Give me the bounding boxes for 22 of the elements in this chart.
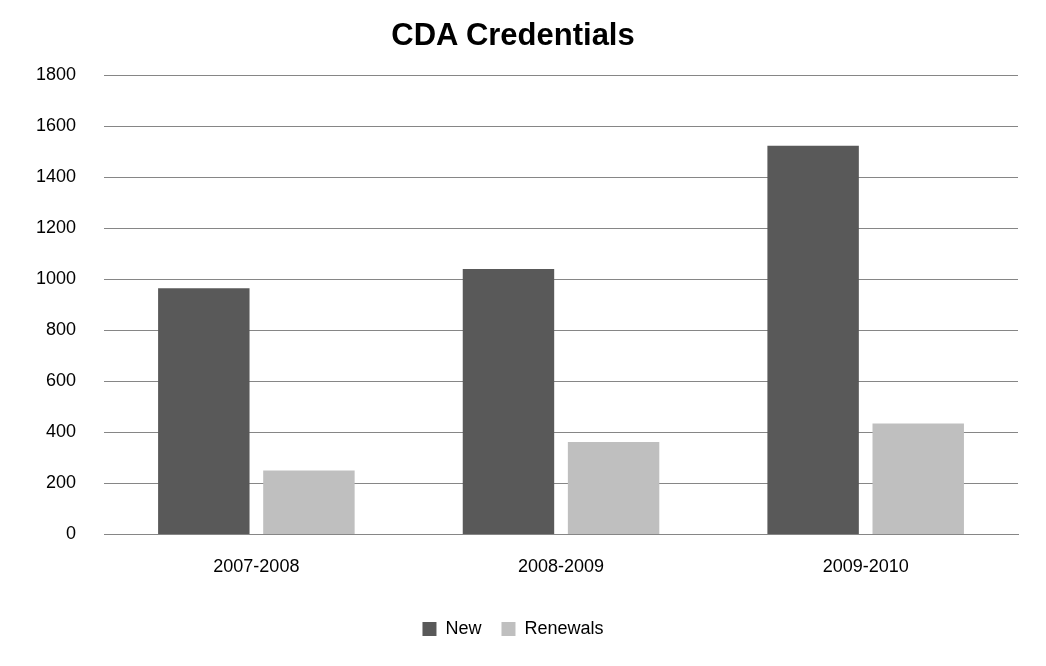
bar	[567, 442, 660, 534]
y-tick-label: 1400	[36, 166, 77, 187]
bar	[462, 269, 555, 534]
y-tick-label: 600	[46, 370, 77, 391]
x-tick-label: 2007-2008	[213, 556, 300, 577]
y-tick-label: 0	[66, 523, 77, 544]
bar	[158, 288, 250, 534]
y-tick-label: 1600	[36, 115, 77, 136]
x-tick-label: 2008-2009	[517, 556, 605, 577]
y-tick-label: 1000	[36, 268, 77, 289]
y-tick-label: 400	[46, 421, 77, 442]
legend-label: New	[445, 617, 483, 638]
legend-label: Renewals	[524, 617, 604, 638]
y-tick-label: 1200	[36, 217, 77, 238]
bar	[263, 470, 355, 534]
x-tick-label: 2009-2010	[822, 556, 909, 577]
y-tick-label: 800	[46, 319, 77, 340]
chart-title: CDA Credentials	[391, 17, 635, 53]
bar	[872, 423, 964, 534]
y-tick-label: 200	[46, 472, 77, 493]
bar	[767, 145, 859, 534]
y-tick-label: 1800	[36, 64, 77, 85]
